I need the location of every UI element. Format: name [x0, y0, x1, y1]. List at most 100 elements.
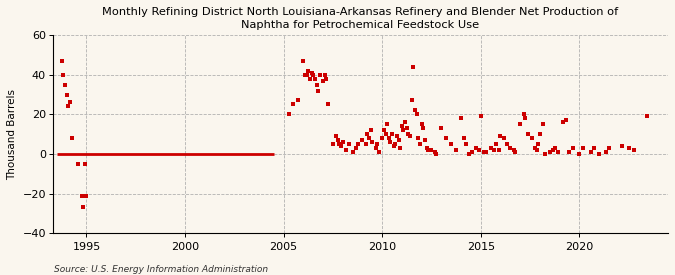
Point	[66, 136, 77, 140]
Point	[418, 126, 429, 130]
Point	[515, 122, 526, 127]
Point	[460, 142, 471, 146]
Point	[568, 146, 578, 150]
Point	[341, 148, 352, 152]
Point	[362, 132, 373, 136]
Point	[406, 98, 417, 103]
Point	[441, 136, 452, 140]
Point	[410, 108, 421, 112]
Point	[373, 150, 384, 154]
Point	[421, 146, 432, 150]
Point	[617, 144, 628, 148]
Point	[413, 136, 424, 140]
Point	[490, 142, 501, 146]
Point	[538, 122, 549, 127]
Point	[377, 136, 387, 140]
Point	[600, 150, 611, 154]
Point	[393, 138, 404, 142]
Point	[405, 134, 416, 138]
Point	[309, 76, 320, 81]
Point	[623, 146, 634, 150]
Point	[429, 150, 440, 154]
Point	[344, 142, 354, 146]
Point	[530, 146, 541, 150]
Point	[420, 138, 431, 142]
Point	[304, 76, 315, 81]
Point	[561, 118, 572, 122]
Y-axis label: Thousand Barrels: Thousand Barrels	[7, 89, 17, 180]
Point	[379, 128, 389, 132]
Point	[398, 128, 409, 132]
Point	[464, 152, 475, 156]
Point	[467, 150, 478, 154]
Point	[364, 136, 375, 140]
Point	[78, 205, 88, 210]
Point	[400, 120, 410, 125]
Point	[641, 114, 652, 119]
Point	[574, 152, 585, 156]
Point	[493, 148, 504, 152]
Point	[495, 134, 506, 138]
Point	[577, 146, 588, 150]
Point	[520, 116, 531, 120]
Point	[367, 140, 378, 144]
Point	[311, 82, 322, 87]
Point	[479, 150, 489, 154]
Point	[553, 150, 564, 154]
Point	[459, 136, 470, 140]
Point	[489, 148, 500, 152]
Point	[416, 122, 427, 127]
Point	[396, 124, 407, 128]
Point	[505, 146, 516, 150]
Point	[403, 132, 414, 136]
Point	[423, 148, 433, 152]
Point	[318, 78, 329, 83]
Point	[585, 150, 596, 154]
Point	[564, 150, 575, 154]
Point	[80, 162, 90, 166]
Point	[411, 112, 422, 117]
Point	[301, 73, 312, 77]
Point	[58, 73, 69, 77]
Point	[402, 126, 412, 130]
Point	[426, 148, 437, 152]
Point	[298, 59, 308, 63]
Point	[485, 146, 496, 150]
Point	[549, 146, 560, 150]
Point	[76, 193, 87, 198]
Point	[526, 136, 537, 140]
Point	[323, 102, 333, 107]
Point	[371, 146, 381, 150]
Point	[334, 142, 345, 146]
Point	[628, 148, 639, 152]
Point	[436, 126, 447, 130]
Text: Source: U.S. Energy Information Administration: Source: U.S. Energy Information Administ…	[54, 265, 268, 274]
Point	[293, 98, 304, 103]
Point	[481, 150, 491, 154]
Point	[392, 134, 402, 138]
Point	[456, 116, 466, 120]
Point	[332, 138, 343, 142]
Point	[470, 146, 481, 150]
Point	[352, 142, 363, 146]
Point	[335, 144, 346, 148]
Point	[510, 150, 520, 154]
Point	[303, 68, 314, 73]
Point	[315, 73, 325, 77]
Point	[414, 142, 425, 146]
Point	[60, 82, 71, 87]
Point	[388, 144, 399, 148]
Point	[283, 112, 294, 117]
Point	[446, 142, 456, 146]
Point	[300, 73, 310, 77]
Point	[61, 92, 72, 97]
Point	[382, 122, 393, 127]
Point	[308, 73, 319, 77]
Point	[547, 148, 558, 152]
Point	[475, 114, 486, 119]
Title: Monthly Refining District North Louisiana-Arkansas Refinery and Blender Net Prod: Monthly Refining District North Louisian…	[103, 7, 618, 30]
Point	[502, 142, 512, 146]
Point	[331, 134, 342, 138]
Point	[57, 59, 68, 63]
Point	[558, 120, 568, 125]
